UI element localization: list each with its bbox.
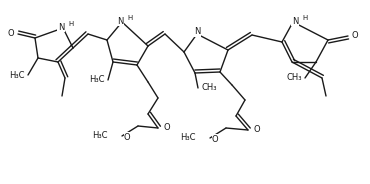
Text: H: H: [127, 15, 132, 21]
Text: H₃C: H₃C: [10, 70, 25, 79]
Text: O: O: [124, 132, 131, 141]
Text: O: O: [163, 123, 169, 132]
Text: CH₃: CH₃: [201, 84, 216, 93]
Text: H₃C: H₃C: [181, 134, 196, 142]
Text: O: O: [352, 31, 359, 40]
Text: N: N: [58, 22, 64, 31]
Text: H: H: [302, 15, 307, 21]
Text: O: O: [212, 135, 219, 144]
Text: H₃C: H₃C: [90, 75, 105, 84]
Text: CH₃: CH₃: [286, 73, 302, 82]
Text: H: H: [68, 21, 73, 27]
Text: O: O: [7, 29, 14, 38]
Text: N: N: [292, 17, 298, 26]
Text: N: N: [194, 27, 200, 36]
Text: N: N: [117, 17, 123, 26]
Text: O: O: [253, 125, 260, 135]
Text: H₃C: H₃C: [92, 132, 108, 141]
